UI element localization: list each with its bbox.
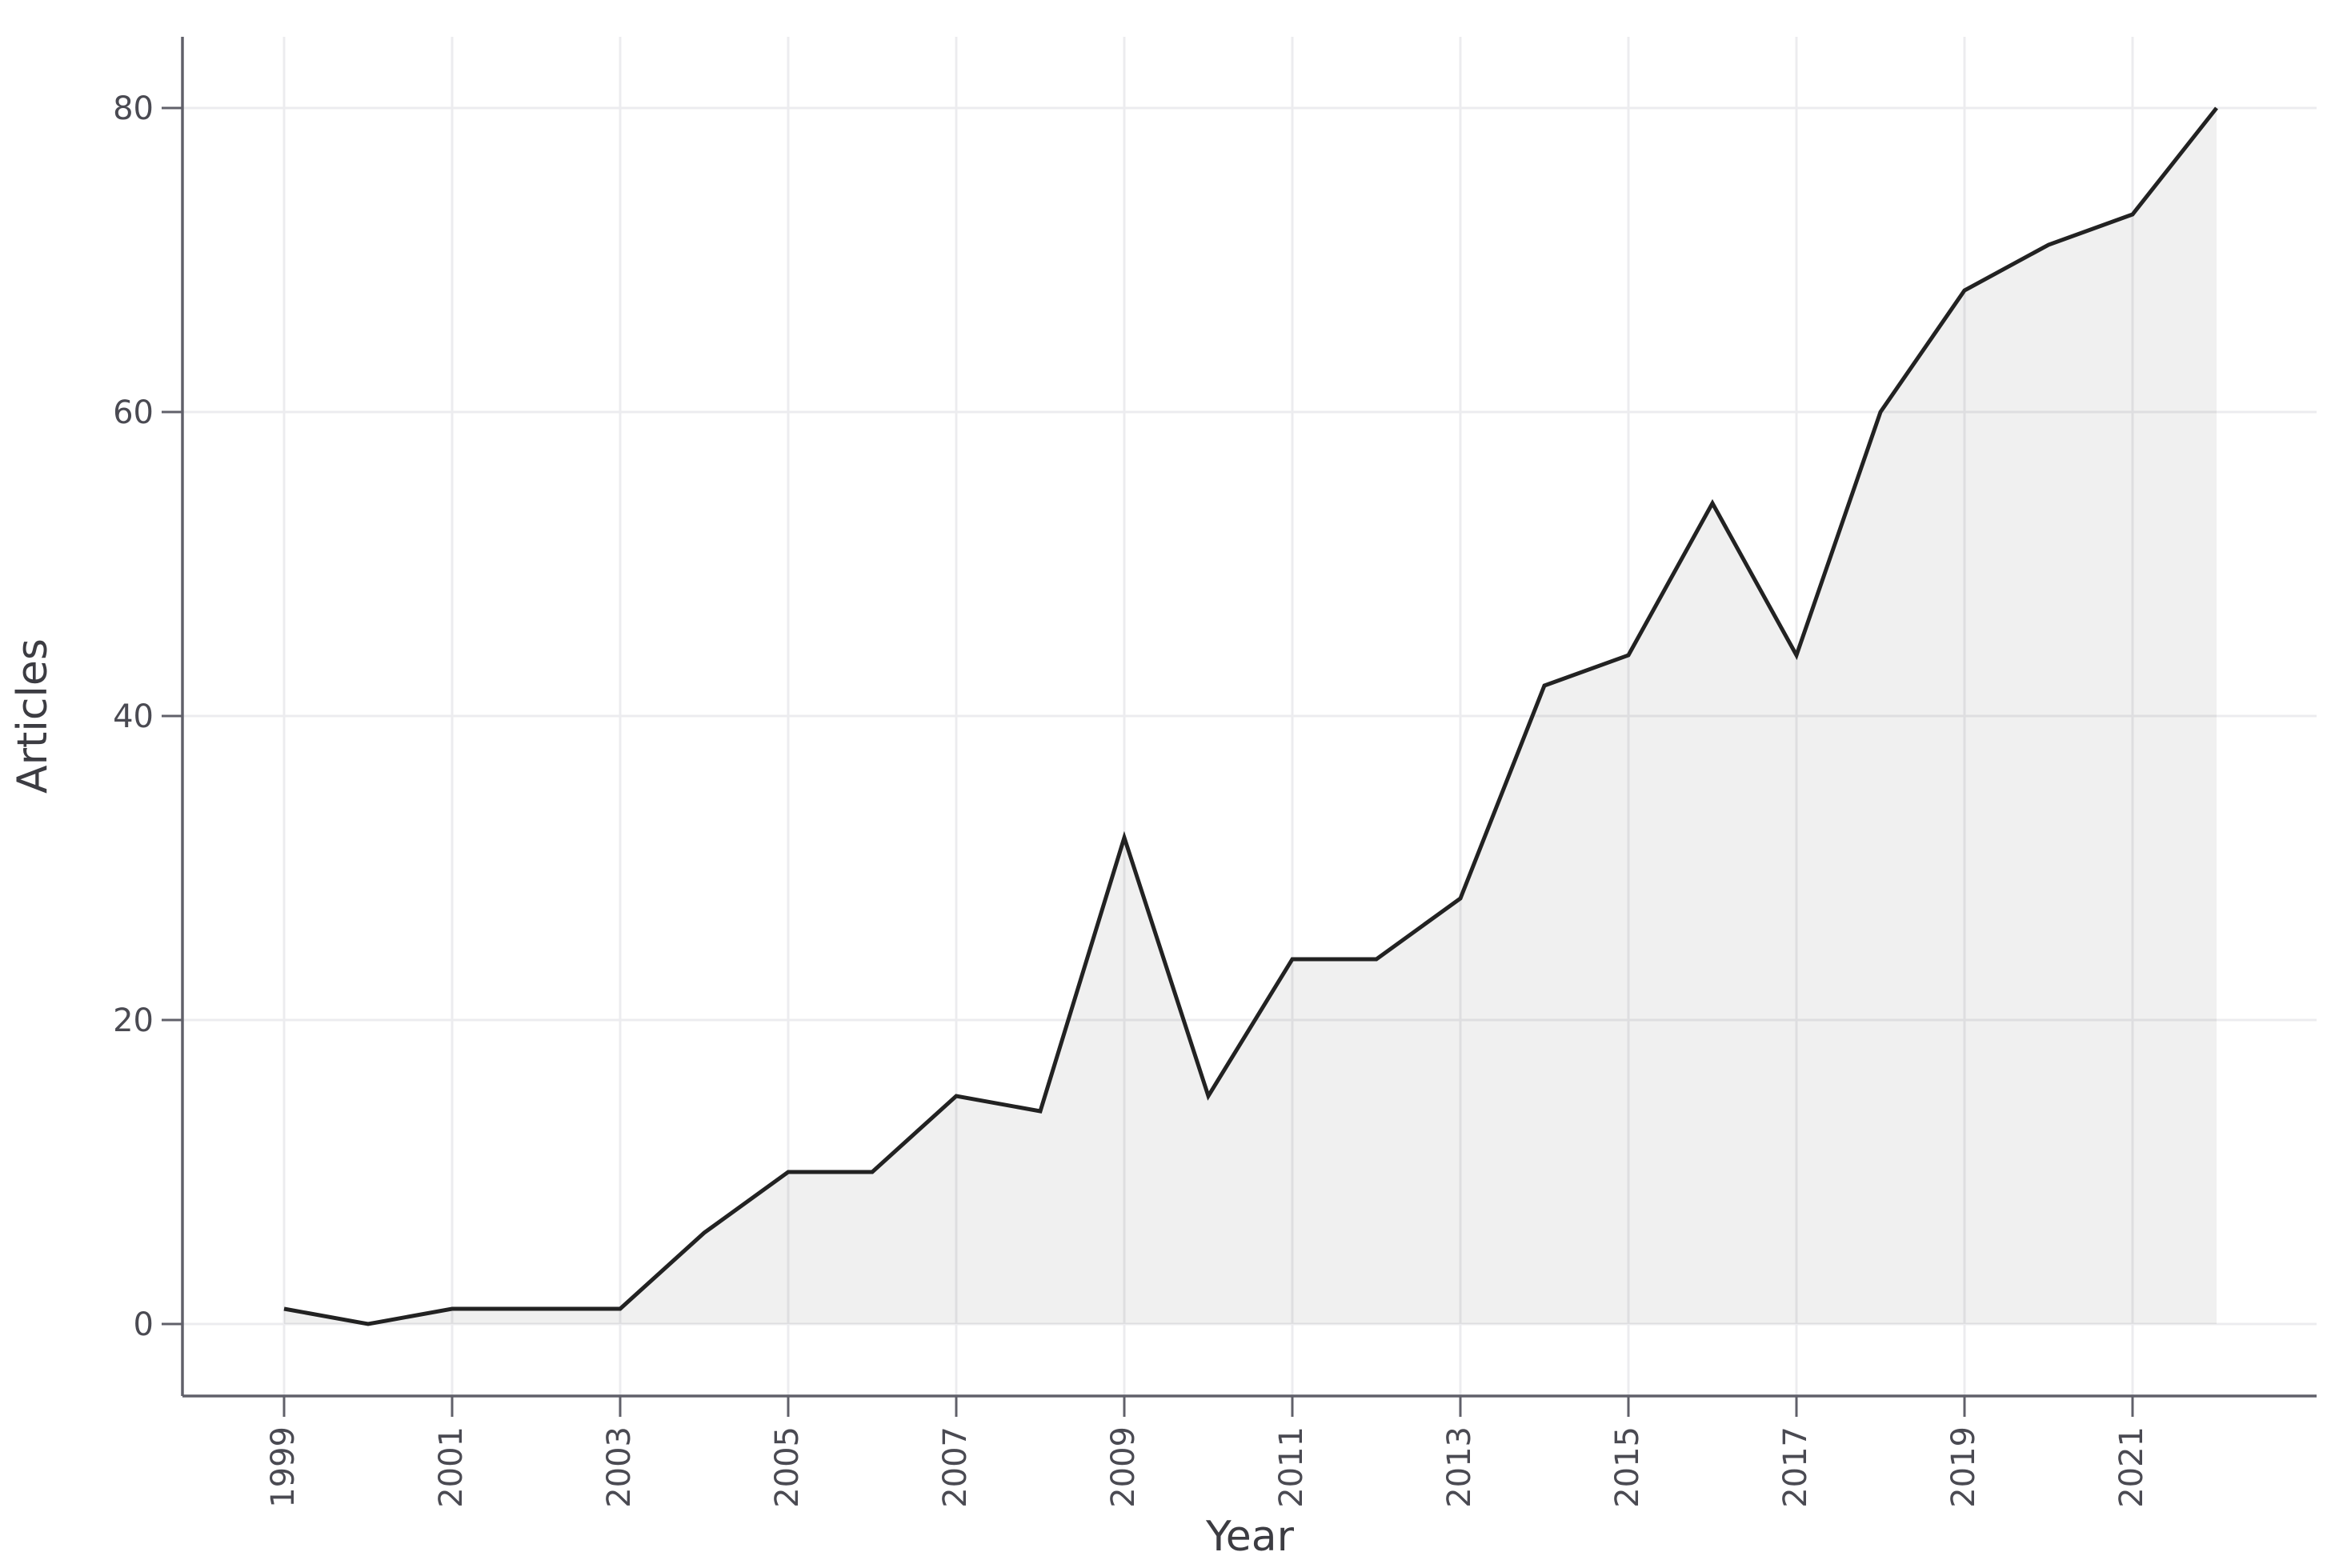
tick-label-x-2013: 2013 — [1441, 1426, 1478, 1508]
y-axis-title: Articles — [9, 638, 57, 794]
tick-label-x-2021: 2021 — [2113, 1426, 2150, 1508]
tick-label-y-0: 0 — [134, 1306, 154, 1343]
axis-layer — [162, 37, 2317, 1417]
tick-label-x-1999: 1999 — [265, 1426, 302, 1508]
tick-label-layer: 0 20 40 60 80 1999 2001 2003 2005 2007 2009 2011 201… — [113, 90, 2150, 1508]
tick-label-x-2019: 2019 — [1945, 1426, 1982, 1508]
tick-label-y-80: 80 — [113, 90, 154, 127]
tick-label-x-2009: 2009 — [1105, 1426, 1142, 1508]
tick-label-y-20: 20 — [113, 1002, 154, 1039]
tick-label-y-40: 40 — [113, 698, 154, 735]
data-layer — [283, 106, 2218, 1326]
tick-label-x-2001: 2001 — [433, 1426, 470, 1508]
tick-label-y-60: 60 — [113, 394, 154, 431]
grid-layer — [182, 37, 2317, 1396]
tick-label-x-2003: 2003 — [601, 1426, 638, 1508]
tick-label-x-2007: 2007 — [937, 1426, 974, 1508]
data-area — [284, 108, 2217, 1324]
x-axis-title: Year — [1205, 1513, 1295, 1561]
data-line — [283, 106, 2218, 1326]
tick-label-x-2011: 2011 — [1273, 1426, 1310, 1508]
tick-label-x-2015: 2015 — [1609, 1426, 1646, 1508]
tick-label-x-2017: 2017 — [1777, 1426, 1814, 1508]
tick-label-x-2005: 2005 — [769, 1426, 806, 1508]
